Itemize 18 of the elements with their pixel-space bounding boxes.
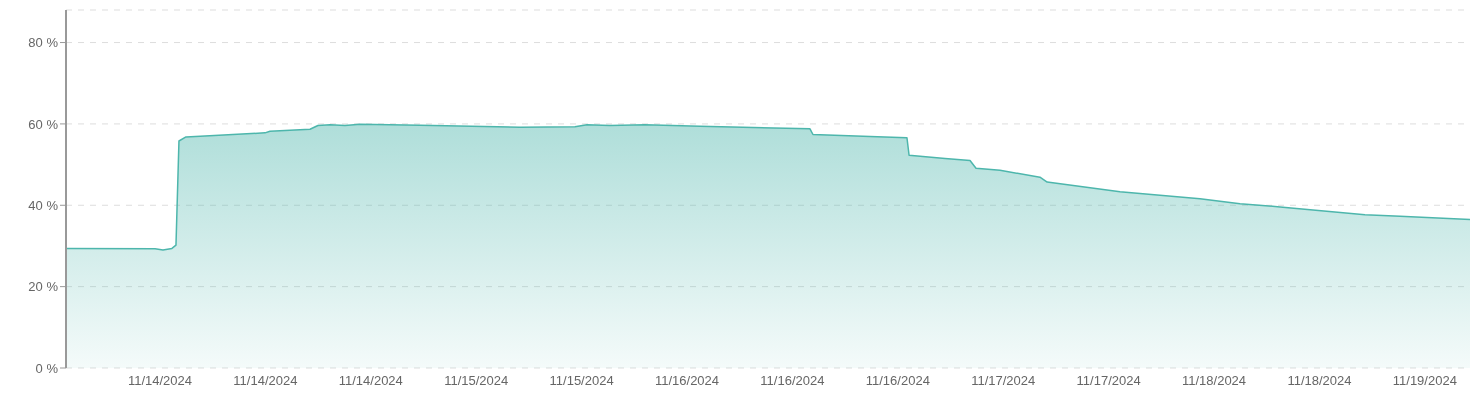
x-tick-label: 11/16/2024 bbox=[760, 373, 825, 389]
x-tick-label: 11/15/2024 bbox=[444, 373, 509, 389]
x-tick-label: 11/17/2024 bbox=[971, 373, 1036, 389]
x-tick-label: 11/15/2024 bbox=[549, 373, 614, 389]
x-tick-label: 11/17/2024 bbox=[1076, 373, 1141, 389]
x-tick-label: 11/18/2024 bbox=[1287, 373, 1352, 389]
y-tick-label: 40 % bbox=[28, 197, 59, 213]
y-tick-label: 60 % bbox=[28, 116, 59, 132]
x-tick-label: 11/18/2024 bbox=[1181, 373, 1247, 389]
x-tick-label: 11/14/2024 bbox=[338, 373, 403, 389]
x-tick-label: 11/14/2024 bbox=[233, 373, 298, 389]
y-tick-label: 80 % bbox=[28, 35, 59, 51]
x-tick-label: 11/14/2024 bbox=[127, 373, 193, 389]
x-tick-label: 11/19/2024 bbox=[1392, 373, 1457, 389]
y-tick-label: 0 % bbox=[35, 360, 59, 376]
x-tick-label: 11/16/2024 bbox=[865, 373, 930, 389]
y-tick-label: 20 % bbox=[28, 279, 59, 295]
x-tick-label: 11/16/2024 bbox=[654, 373, 720, 389]
